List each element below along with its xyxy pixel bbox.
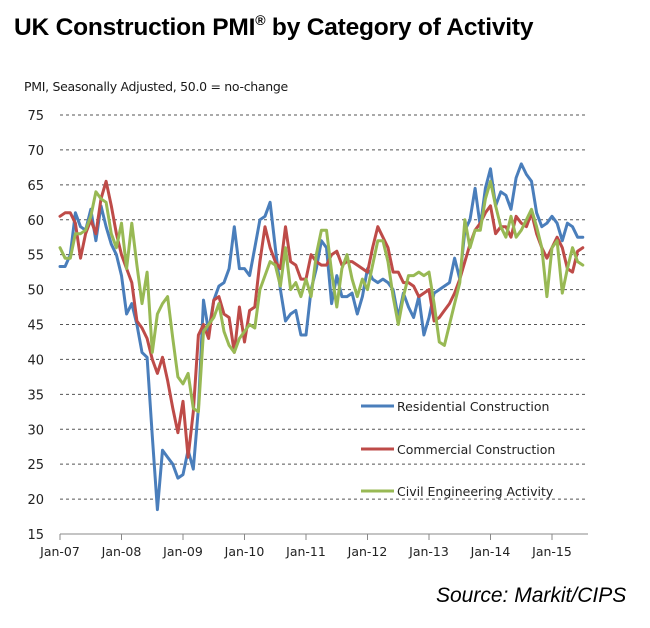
series-line-civil-engineering-activity — [58, 179, 585, 414]
y-tick-label: 25 — [27, 458, 44, 473]
registered-mark: ® — [255, 12, 266, 28]
chart-title-text: UK Construction PMI — [14, 14, 256, 41]
x-tick-label: Jan-14 — [470, 544, 511, 559]
y-axis-ticks: 15 20 25 30 35 40 45 50 55 60 65 70 75 — [27, 109, 44, 543]
x-tick-label: Jan-13 — [408, 544, 449, 559]
y-tick-label: 30 — [27, 423, 44, 438]
x-tick-label: Jan-12 — [347, 544, 388, 559]
y-tick-label: 15 — [27, 528, 44, 543]
x-tick-label: Jan-09 — [162, 544, 203, 559]
series-line-residential-construction — [58, 162, 585, 512]
y-tick-label: 45 — [27, 319, 44, 334]
chart-title: UK Construction PMI® by Category of Acti… — [14, 12, 533, 42]
legend-label: Commercial Construction — [397, 442, 555, 457]
y-tick-label: 70 — [27, 144, 44, 159]
y-tick-label: 75 — [27, 109, 44, 124]
x-tick-label: Jan-08 — [101, 544, 142, 559]
legend-label: Civil Engineering Activity — [397, 484, 554, 499]
y-tick-label: 20 — [27, 493, 44, 508]
legend: Residential Construction Commercial Const… — [361, 399, 555, 499]
x-axis: Jan-07 Jan-08 Jan-09 Jan-10 Jan-11 Jan-12 Jan-… — [39, 533, 588, 559]
y-tick-label: 35 — [27, 388, 44, 403]
y-tick-label: 60 — [27, 214, 44, 229]
y-axis-label: PMI, Seasonally Adjusted, 50.0 = no-chan… — [24, 79, 288, 94]
x-tick-label: Jan-15 — [531, 544, 572, 559]
y-tick-label: 50 — [27, 284, 44, 299]
x-tick-label: Jan-07 — [39, 544, 80, 559]
y-tick-label: 55 — [27, 249, 44, 264]
x-tick-label: Jan-11 — [285, 544, 326, 559]
chart-title-suffix: by Category of Activity — [265, 14, 534, 41]
legend-label: Residential Construction — [397, 399, 549, 414]
y-tick-label: 40 — [27, 353, 44, 368]
x-tick-label: Jan-10 — [224, 544, 265, 559]
series-line-commercial-construction — [58, 179, 585, 459]
series-lines — [58, 162, 585, 512]
source-note: Source: Markit/CIPS — [436, 584, 627, 607]
y-tick-label: 65 — [27, 179, 44, 194]
